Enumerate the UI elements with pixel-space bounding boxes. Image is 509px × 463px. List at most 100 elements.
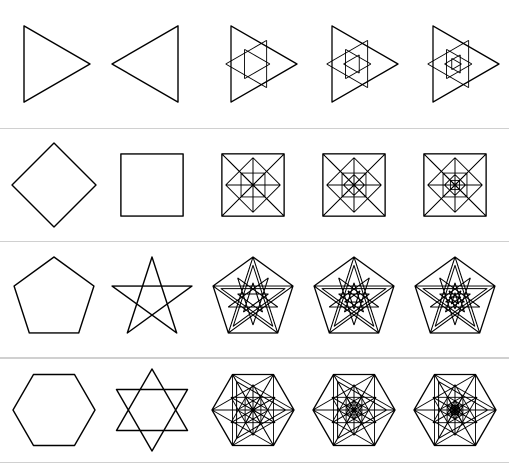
hexagon-stage-2-triangle-b <box>115 388 189 452</box>
pentagon-stage-4-web-line <box>338 293 364 313</box>
square-stage-4-web-line <box>343 184 355 196</box>
pentagon-stage-5-web-line <box>451 296 462 305</box>
square-stage-5-web-line <box>454 157 483 186</box>
square-stage-4-web-line <box>326 184 355 213</box>
pentagon-stage-3-web-line <box>252 277 269 326</box>
triangle-stage-5-web-line <box>451 63 462 71</box>
pentagon-stage-5-web-line <box>454 290 462 310</box>
square-stage-2-polygon <box>120 153 184 217</box>
row-square-svg <box>11 142 487 228</box>
row-hexagon-svg <box>12 368 497 452</box>
pentagon-stage-3-web-line <box>212 285 278 334</box>
hexagon-stage-4-web-line <box>353 404 363 420</box>
pentagon-stage-5-web-line <box>439 277 456 326</box>
pentagon-stage-5-web-line <box>454 292 460 305</box>
pentagon-stage-5-web-line <box>429 277 471 308</box>
pentagon-stage-5-web-line <box>454 256 481 334</box>
row-pentagon-svg <box>13 256 496 334</box>
pentagon-stage-5-web-line <box>429 256 456 334</box>
square-stage-1-polygon <box>11 142 97 228</box>
pentagon-stage-3-web-line <box>227 277 269 308</box>
triangle-stage-5-web-line <box>427 63 469 89</box>
pentagon-stage-4-web-line <box>329 285 395 334</box>
hexagon-stage-2-triangle-a <box>115 368 189 432</box>
pentagon-stage-4-web-line <box>313 285 379 334</box>
hexagon-stage-4-web-line <box>353 397 377 436</box>
pentagon-stage-5-web-line <box>439 277 481 308</box>
hexagon-stage-5-web-line <box>451 404 459 416</box>
pentagon-stage-3-web-line <box>237 277 254 326</box>
hexagon-stage-3-inner-star <box>236 381 287 439</box>
square-stage-5-inner-star <box>429 159 481 211</box>
pentagon-stage-3-web-line <box>243 282 254 313</box>
triangle-stage-3-outer <box>230 25 298 103</box>
pentagon-stage-4-web-line <box>347 290 355 310</box>
pentagon-stage-5-web-line <box>445 290 462 303</box>
square-stage-4-web-line <box>353 157 382 186</box>
pentagon-stage-4-web-line <box>344 282 355 313</box>
hexagon-stage-4-inner-star <box>337 381 388 439</box>
pentagon-stage-2-star <box>111 256 193 334</box>
triangle-stage-3-web-line <box>225 39 267 65</box>
pentagon-stage-3-outer <box>212 256 294 334</box>
triangle-stage-4-web-line <box>343 63 360 74</box>
square-stage-4-inner-star <box>328 159 380 211</box>
pentagon-stage-3-web-line <box>243 293 269 313</box>
hexagon-stage-3-web-line <box>252 397 276 436</box>
triangle-stage-3-web-line <box>230 63 298 103</box>
hexagon-stage-5-inner-star <box>438 381 489 439</box>
pentagon-stage-4-outer <box>313 256 395 334</box>
pentagon-stage-5-web-line <box>448 290 465 303</box>
triangle-stage-1-polygon <box>23 25 91 103</box>
hexagon-stage-4-web-line <box>345 404 363 416</box>
triangle-stage-4-web-line <box>331 25 399 65</box>
pentagon-stage-5-inner-star <box>422 264 488 327</box>
square-stage-3-inner-star <box>227 159 279 211</box>
triangle-stage-5-web-line <box>446 63 473 80</box>
pentagon-stage-4-inner-star <box>321 264 387 327</box>
triangle-stage-5-web-line <box>432 25 500 65</box>
triangle-stage-4-web-line <box>326 63 368 89</box>
hexagon-stage-1-polygon <box>12 373 96 447</box>
pentagon-stage-3-web-line <box>237 293 263 313</box>
row-hexagon-panel <box>0 358 509 463</box>
triangle-stage-4-outer <box>331 25 399 103</box>
square-stage-5-web-line <box>454 174 466 186</box>
row-square-panel <box>0 128 509 242</box>
square-stage-5-web-line <box>444 184 456 196</box>
pentagon-stage-4-web-line <box>353 256 380 334</box>
square-stage-3-web-line <box>252 157 281 186</box>
pentagon-stage-4-web-line <box>338 277 380 308</box>
triangle-stage-4-web-line <box>345 63 372 80</box>
pentagon-stage-3-web-line <box>252 282 263 313</box>
hexagon-stage-5-web-line <box>454 397 478 436</box>
hexagon-stage-3-web-line <box>244 396 262 424</box>
triangle-stage-2-polygon <box>111 25 179 103</box>
row-pentagon-panel <box>0 241 509 358</box>
square-stage-4-web-line <box>353 174 365 186</box>
pentagon-stage-3-web-line <box>227 256 254 334</box>
triangle-stage-3-web-line <box>244 48 271 65</box>
pentagon-stage-5-outer <box>414 256 496 334</box>
triangle-stage-4-web-line <box>326 39 368 65</box>
square-stage-3-web-line <box>225 184 254 213</box>
triangle-stage-4-web-line <box>343 54 360 65</box>
pentagon-stage-4-web-line <box>353 290 361 310</box>
triangle-stage-3-web-line <box>244 63 271 80</box>
row-triangle-svg <box>23 25 500 103</box>
pentagon-stage-3-web-line <box>237 277 279 308</box>
triangle-stage-3-web-line <box>225 63 267 89</box>
pentagon-stage-4-web-line <box>328 256 355 334</box>
triangle-stage-5-web-line <box>444 54 461 65</box>
square-stage-5-web-line <box>427 184 456 213</box>
pentagon-stage-4-web-line <box>328 277 370 308</box>
triangle-stage-5-web-line <box>451 57 462 65</box>
pentagon-stage-4-web-line <box>353 282 364 313</box>
triangle-stage-5-web-line <box>446 48 473 65</box>
pentagon-stage-5-web-line <box>454 277 471 326</box>
pentagon-stage-5-web-line <box>414 285 480 334</box>
triangle-stage-4-web-line <box>345 48 372 65</box>
pentagon-stage-4-web-line <box>344 290 361 303</box>
triangle-stage-5-web-line <box>432 63 500 103</box>
triangle-stage-5-web-line <box>427 39 469 65</box>
